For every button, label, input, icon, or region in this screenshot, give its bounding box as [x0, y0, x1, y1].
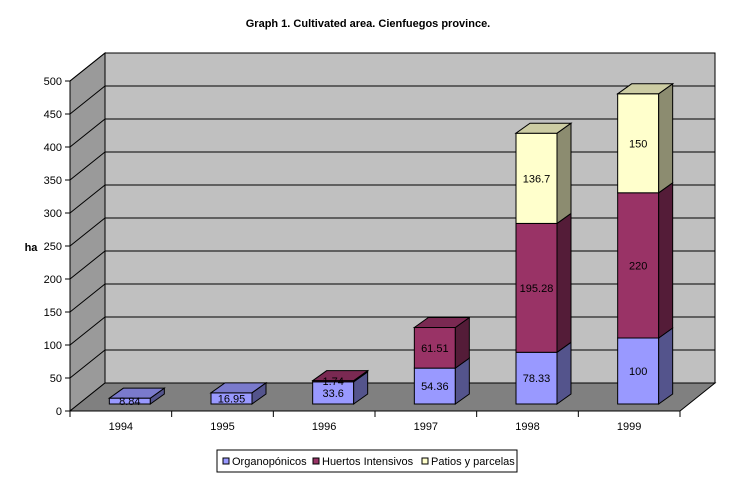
gridline — [69, 349, 715, 379]
bar-segment — [515, 341, 572, 405]
legend: Organopónicos Huertos Intensivos Patios y … — [216, 449, 518, 473]
gridline — [69, 217, 715, 247]
y-tick-label: 250 — [44, 241, 62, 253]
data-label: 54.36 — [421, 381, 449, 393]
legend-label: Patios y parcelas — [431, 456, 515, 468]
gridline — [69, 52, 715, 82]
legend-swatch — [222, 457, 230, 465]
bar-segment — [515, 212, 572, 354]
data-label: 195.28 — [520, 283, 554, 295]
bar-side — [658, 327, 674, 405]
gridline — [69, 85, 715, 115]
bar-segment — [617, 327, 674, 405]
bar-segment — [617, 181, 674, 339]
y-tick-label: 500 — [44, 76, 62, 88]
legend-swatch — [312, 457, 320, 465]
bar-segment — [616, 82, 675, 194]
bar-segment — [209, 381, 268, 405]
y-tick-label: 450 — [44, 109, 62, 121]
bar-side — [556, 212, 572, 354]
bar-front — [515, 351, 558, 405]
bar-segment — [413, 357, 470, 405]
y-tick-label: 400 — [44, 142, 62, 154]
x-tick-label: 1997 — [414, 421, 438, 433]
bar-top — [107, 387, 166, 399]
bar-top — [311, 370, 370, 382]
bar-segment — [311, 369, 370, 383]
legend-label: Organopónicos — [232, 456, 307, 468]
bar-front — [515, 132, 558, 224]
data-label: 33.6 — [322, 388, 343, 400]
x-tick-label: 1999 — [617, 421, 641, 433]
data-label: 78.33 — [523, 373, 551, 385]
bar-front — [413, 367, 456, 405]
gridline — [69, 118, 715, 148]
gridlines — [69, 52, 715, 379]
bar-segment — [107, 387, 166, 405]
y-tick-label: 0 — [56, 406, 62, 418]
data-label: 136.7 — [523, 173, 551, 185]
data-label: 61.51 — [421, 343, 449, 355]
y-axis-label: ha — [25, 242, 39, 254]
bar-top — [514, 122, 573, 134]
x-tick-label: 1998 — [515, 421, 539, 433]
x-tick-label: 1996 — [312, 421, 336, 433]
gridline — [69, 184, 715, 214]
chart-title: Graph 1. Cultivated area. Cienfuegos pro… — [246, 18, 491, 30]
data-label: 16.95 — [218, 393, 246, 405]
y-tick-label: 350 — [44, 175, 62, 187]
x-tick-label: 1995 — [210, 421, 234, 433]
legend-label: Huertos Intensivos — [322, 456, 414, 468]
bar-front — [617, 93, 660, 194]
gridline — [69, 151, 715, 181]
y-tick-label: 50 — [50, 373, 62, 385]
legend-box — [216, 449, 518, 473]
x-tick-label: 1994 — [109, 421, 133, 433]
bar-side — [556, 341, 572, 405]
legend-swatch — [421, 457, 429, 465]
bar-segment — [514, 122, 573, 225]
x-axis: 1994 1995 1996 1997 1998 1999 — [69, 410, 681, 433]
bars — [107, 82, 675, 405]
bar-side — [556, 122, 572, 225]
bar-front — [515, 222, 558, 353]
data-label: 100 — [629, 366, 647, 378]
bar-top — [209, 382, 268, 394]
data-label: 1.74 — [322, 376, 343, 388]
y-tick-label: 300 — [44, 208, 62, 220]
gridline — [69, 283, 715, 313]
bar-top — [616, 83, 675, 95]
y-tick-label: 100 — [44, 340, 62, 352]
gridline — [69, 316, 715, 346]
y-tick-label: 200 — [44, 274, 62, 286]
data-labels: 8.84 16.95 33.61.74 54.36 61.51 78.33 195.28 13… — [119, 138, 647, 408]
data-label: 220 — [629, 260, 647, 272]
bar-front — [413, 327, 456, 369]
bar-front — [617, 337, 660, 405]
y-tick-label: 150 — [44, 307, 62, 319]
bar-segment — [412, 316, 471, 370]
gridline — [69, 250, 715, 280]
data-label: 8.84 — [119, 396, 140, 408]
bar-side — [658, 181, 674, 339]
y-axis: 0 50 100 150 200 250 300 350 400 450 500 — [44, 76, 71, 418]
data-label: 150 — [629, 138, 647, 150]
bar-side — [658, 82, 674, 194]
bar-top — [412, 317, 471, 329]
